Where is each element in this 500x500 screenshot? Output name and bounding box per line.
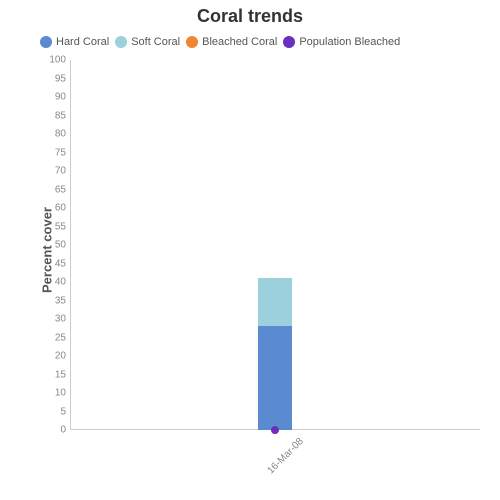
legend-label-blch: Bleached Coral xyxy=(202,36,277,48)
y-axis-line xyxy=(70,60,71,430)
legend-swatch-blch xyxy=(186,36,198,48)
y-tick-label: 30 xyxy=(55,314,66,325)
x-tick-label: 16-Mar-08 xyxy=(265,436,305,476)
bar-soft xyxy=(258,278,293,326)
y-tick-label: 40 xyxy=(55,277,66,288)
y-tick-label: 25 xyxy=(55,332,66,343)
legend-item-soft: Soft Coral xyxy=(115,36,180,48)
y-tick-label: 5 xyxy=(60,406,66,417)
legend: Hard Coral Soft Coral Bleached Coral Popula… xyxy=(40,36,490,48)
legend-item-pop: Population Bleached xyxy=(283,36,400,48)
marker-pop xyxy=(271,426,279,434)
legend-swatch-pop xyxy=(283,36,295,48)
legend-item-hard: Hard Coral xyxy=(40,36,109,48)
plot-area: 0510152025303540455055606570758085909510… xyxy=(70,60,480,430)
y-tick-label: 10 xyxy=(55,388,66,399)
y-tick-label: 75 xyxy=(55,147,66,158)
y-tick-label: 100 xyxy=(49,55,66,66)
y-tick-label: 15 xyxy=(55,369,66,380)
legend-label-soft: Soft Coral xyxy=(131,36,180,48)
y-tick-label: 20 xyxy=(55,351,66,362)
y-tick-label: 85 xyxy=(55,110,66,121)
y-tick-label: 90 xyxy=(55,92,66,103)
legend-item-blch: Bleached Coral xyxy=(186,36,277,48)
legend-swatch-hard xyxy=(40,36,52,48)
y-tick-label: 45 xyxy=(55,258,66,269)
y-tick-label: 70 xyxy=(55,166,66,177)
y-tick-label: 95 xyxy=(55,73,66,84)
y-tick-label: 60 xyxy=(55,203,66,214)
y-tick-label: 0 xyxy=(60,425,66,436)
legend-label-hard: Hard Coral xyxy=(56,36,109,48)
y-tick-label: 65 xyxy=(55,184,66,195)
legend-swatch-soft xyxy=(115,36,127,48)
y-tick-label: 80 xyxy=(55,129,66,140)
legend-label-pop: Population Bleached xyxy=(299,36,400,48)
y-tick-label: 55 xyxy=(55,221,66,232)
bar-hard xyxy=(258,326,293,430)
y-axis-label: Percent cover xyxy=(40,207,55,293)
y-tick-label: 35 xyxy=(55,295,66,306)
coral-trends-chart: Coral trends Hard Coral Soft Coral Bleache… xyxy=(0,0,500,500)
chart-title: Coral trends xyxy=(0,6,500,27)
y-tick-label: 50 xyxy=(55,240,66,251)
